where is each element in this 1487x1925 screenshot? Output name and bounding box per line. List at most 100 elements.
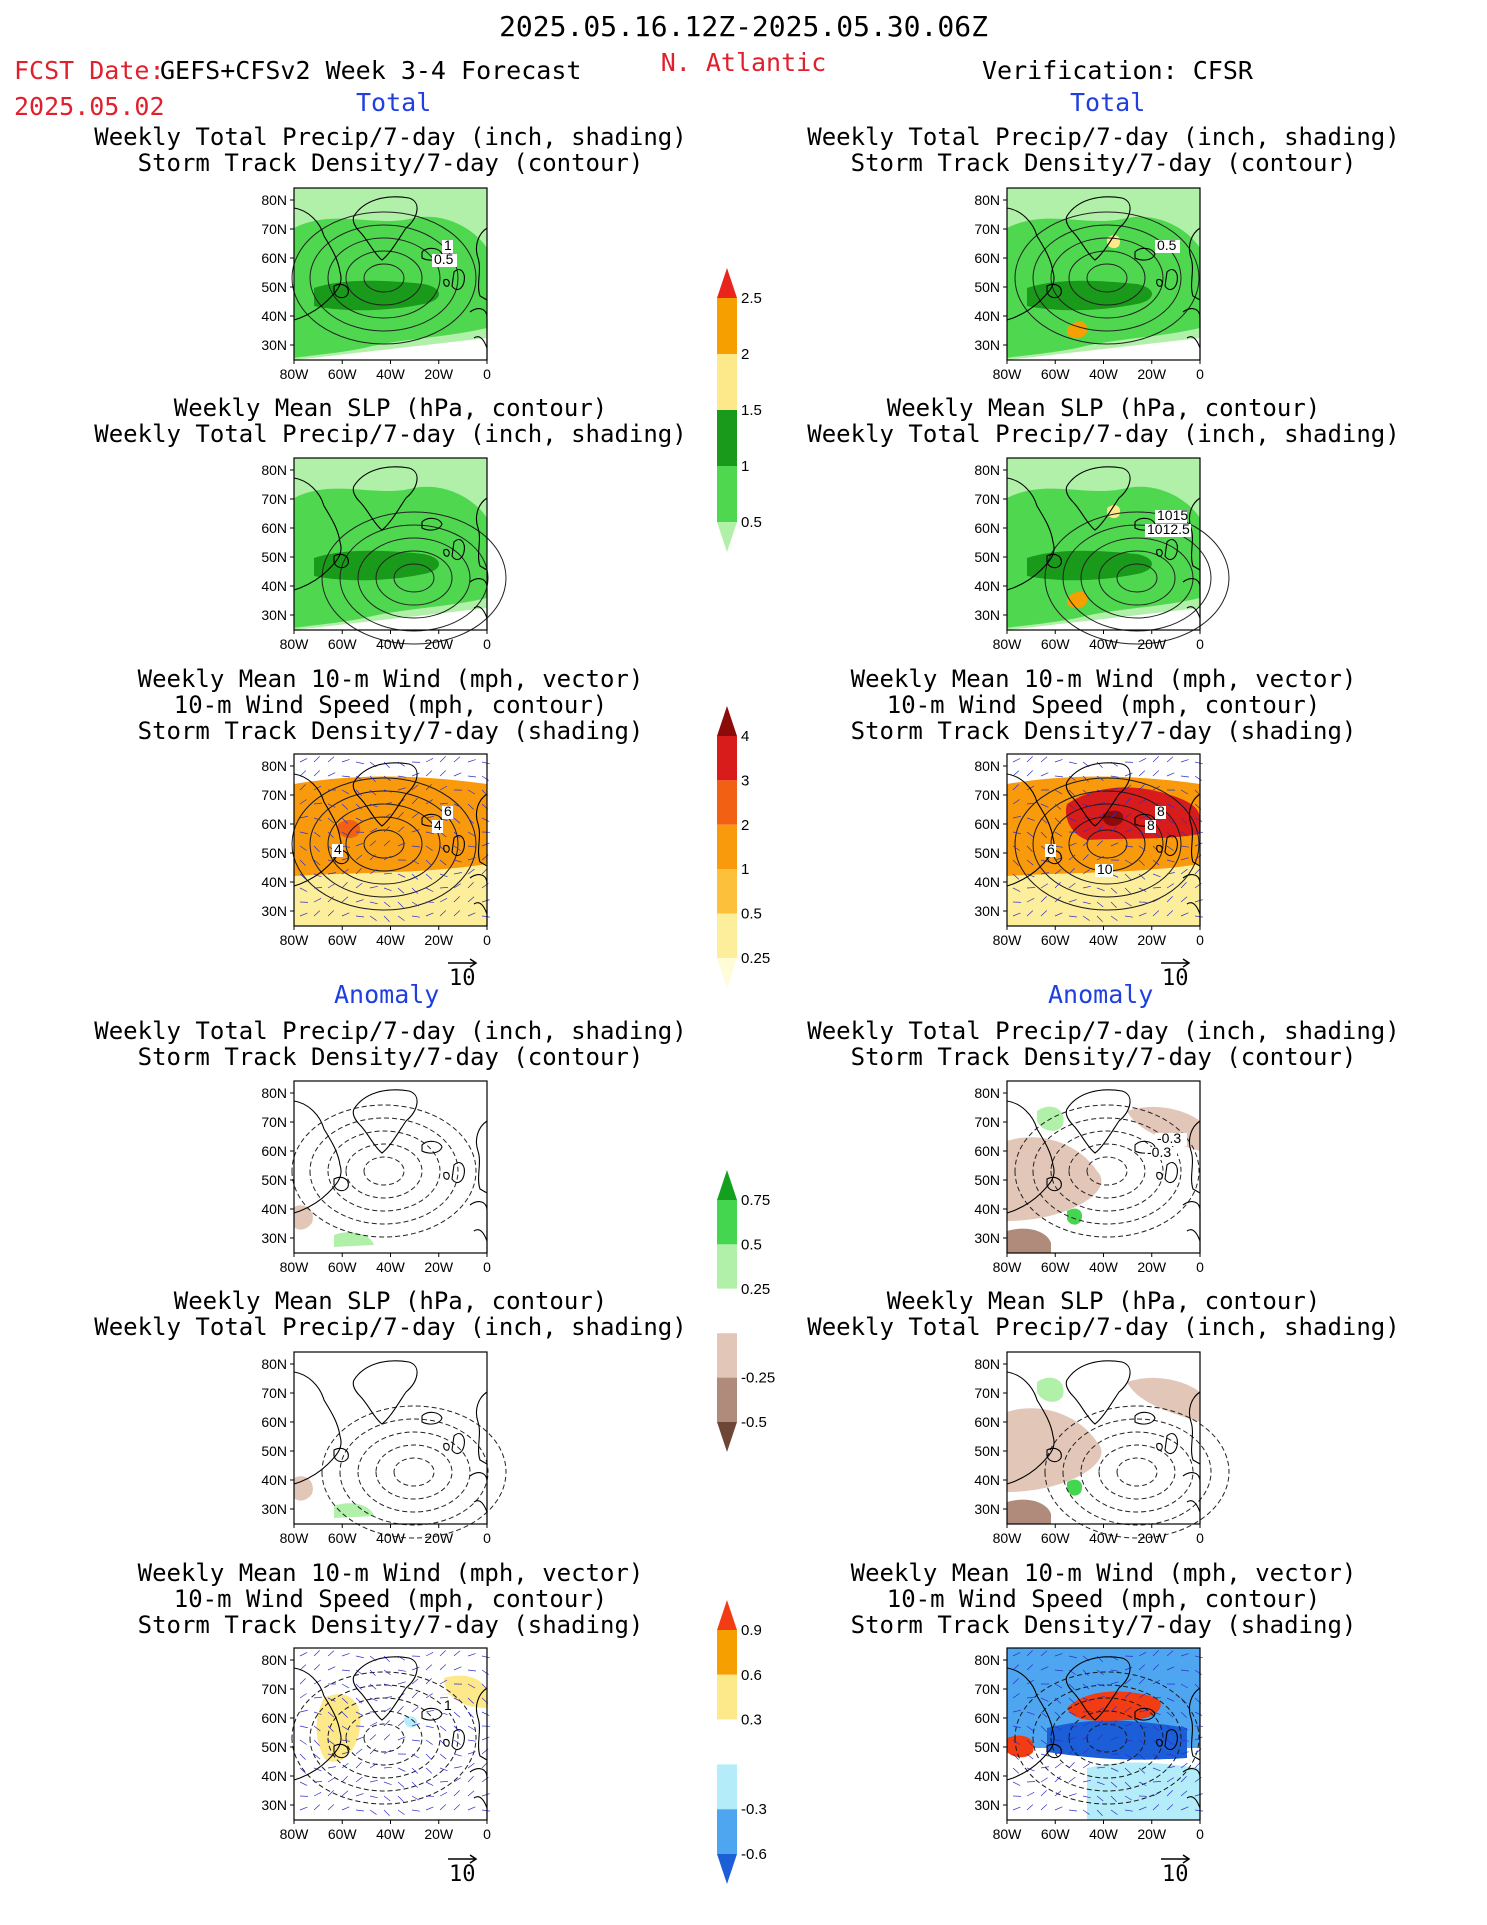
coastline <box>1065 1656 1131 1721</box>
colorbar-swatch <box>717 1630 737 1675</box>
lat-tick-label: 60N <box>974 816 1000 832</box>
lat-tick-label: 40N <box>261 874 287 890</box>
contour-value-label: 0.5 <box>1157 237 1177 253</box>
panel-title-line: Weekly Mean SLP (hPa, contour) <box>173 1287 608 1315</box>
colorbar-swatch <box>717 1422 737 1452</box>
coastline <box>1164 835 1178 857</box>
panel-title: Weekly Total Precip/7-day (inch, shading… <box>71 1018 711 1070</box>
coastline <box>333 283 349 299</box>
shading-region <box>1047 1720 1187 1760</box>
contour-line <box>309 790 459 898</box>
colorbar-label: 0.5 <box>741 1236 762 1253</box>
fcst-date: 2025.05.02 <box>14 92 165 121</box>
lon-tick-label: 40W <box>1089 1530 1119 1546</box>
contour-line <box>363 1723 405 1753</box>
colorbar-swatch <box>717 298 737 354</box>
lon-tick-label: 20W <box>424 636 454 652</box>
colorbar-swatch <box>717 268 737 298</box>
colorbar-swatch <box>717 824 737 870</box>
lon-tick-label: 20W <box>424 932 454 948</box>
lat-tick-label: 40N <box>974 874 1000 890</box>
panel-title-line: Storm Track Density/7-day (contour) <box>137 1043 644 1071</box>
contour-line <box>1032 1684 1182 1792</box>
lat-tick-label: 70N <box>261 1681 287 1697</box>
contour-line <box>309 1117 459 1225</box>
colorbar-label: 0.5 <box>741 906 762 923</box>
coastline <box>451 269 465 291</box>
map-L-precip-total: 80N 70N 60N 50N 40N 30N 80W 60W 40W 20W 0 10.5 <box>261 187 491 382</box>
lat-tick-label: 60N <box>974 250 1000 266</box>
lat-tick-label: 30N <box>261 1501 287 1517</box>
coastline <box>1164 1433 1178 1455</box>
coastline <box>352 1089 418 1154</box>
contour-line <box>327 237 441 319</box>
lat-tick-label: 70N <box>974 787 1000 803</box>
coastline <box>1006 207 1055 321</box>
contour-line <box>321 1405 507 1539</box>
shading-region <box>1103 810 1124 826</box>
coastline <box>333 1176 349 1192</box>
lat-tick-label: 50N <box>261 1443 287 1459</box>
coastline <box>293 1667 342 1781</box>
wind-vectors <box>299 1650 491 1816</box>
lat-tick-label: 70N <box>261 221 287 237</box>
lat-tick-label: 80N <box>261 1085 287 1101</box>
coastline <box>451 1433 465 1455</box>
contour-line <box>1062 1418 1212 1526</box>
colorbar-swatch <box>717 1377 737 1422</box>
colorbar-swatch <box>717 1674 737 1720</box>
coastline <box>451 1162 465 1184</box>
map-L-precip-anomaly: 80N 70N 60N 50N 40N 30N 80W 60W 40W 20W 0 <box>261 1080 491 1275</box>
panel-title-line: Storm Track Density/7-day (contour) <box>850 1043 1357 1071</box>
colorbar-swatch <box>717 466 737 522</box>
contour-line <box>291 1671 477 1805</box>
contour-line <box>1044 511 1230 645</box>
coastline <box>1065 1360 1131 1425</box>
panel-title-line: Weekly Mean 10-m Wind (mph, vector) <box>137 665 644 693</box>
coastline <box>475 1120 488 1194</box>
colorbar-label: 1.5 <box>741 402 762 419</box>
coastline <box>1188 793 1201 867</box>
lat-tick-label: 30N <box>261 337 287 353</box>
contour-line <box>327 803 441 885</box>
lon-tick-label: 20W <box>424 366 454 382</box>
colorbar-swatch <box>717 1600 737 1630</box>
coastline <box>1006 1371 1055 1485</box>
region-name: N. Atlantic <box>660 48 827 77</box>
coastline <box>421 1707 443 1721</box>
coastline <box>293 773 342 887</box>
colorbar-label: 0.25 <box>741 950 770 967</box>
lon-tick-label: 60W <box>1041 932 1071 948</box>
contour-line <box>309 224 459 332</box>
shading-region <box>1067 321 1088 339</box>
coastline <box>475 1391 488 1465</box>
shading-region <box>316 1694 361 1762</box>
colorbar-label: -0.3 <box>741 1801 767 1818</box>
coastline <box>1006 773 1055 887</box>
map-R-precip-anomaly: 80N 70N 60N 50N 40N 30N 80W 60W 40W 20W 0 -0.3-0.3 <box>974 1080 1204 1275</box>
contour-line <box>1116 563 1158 593</box>
lat-tick-label: 30N <box>261 903 287 919</box>
coastline <box>1164 539 1178 561</box>
contour-line <box>363 263 405 293</box>
lon-tick-label: 0 <box>483 932 491 948</box>
contour-line <box>1014 211 1200 345</box>
lat-tick-label: 70N <box>974 1385 1000 1401</box>
lon-tick-label: 40W <box>376 366 406 382</box>
contour-line <box>327 1697 441 1779</box>
contour-line <box>363 1156 405 1186</box>
colorbar-label: 0.75 <box>741 1192 770 1209</box>
contour-line <box>1044 1405 1230 1539</box>
panel-title: Weekly Mean SLP (hPa, contour) Weekly Tot… <box>71 395 711 447</box>
panel-title-line: Storm Track Density/7-day (shading) <box>850 1611 1357 1639</box>
colorbar-swatch <box>717 780 737 825</box>
shading-region <box>1067 1208 1083 1225</box>
contour-line <box>363 829 405 859</box>
colorbar-label: 2 <box>741 346 749 363</box>
coastline <box>1134 1707 1156 1721</box>
lon-tick-label: 80W <box>280 1259 310 1275</box>
colorbar-label: 1 <box>741 861 749 878</box>
panel-title: Weekly Mean 10-m Wind (mph, vector) 10-m … <box>784 1560 1424 1638</box>
lat-tick-label: 60N <box>974 520 1000 536</box>
